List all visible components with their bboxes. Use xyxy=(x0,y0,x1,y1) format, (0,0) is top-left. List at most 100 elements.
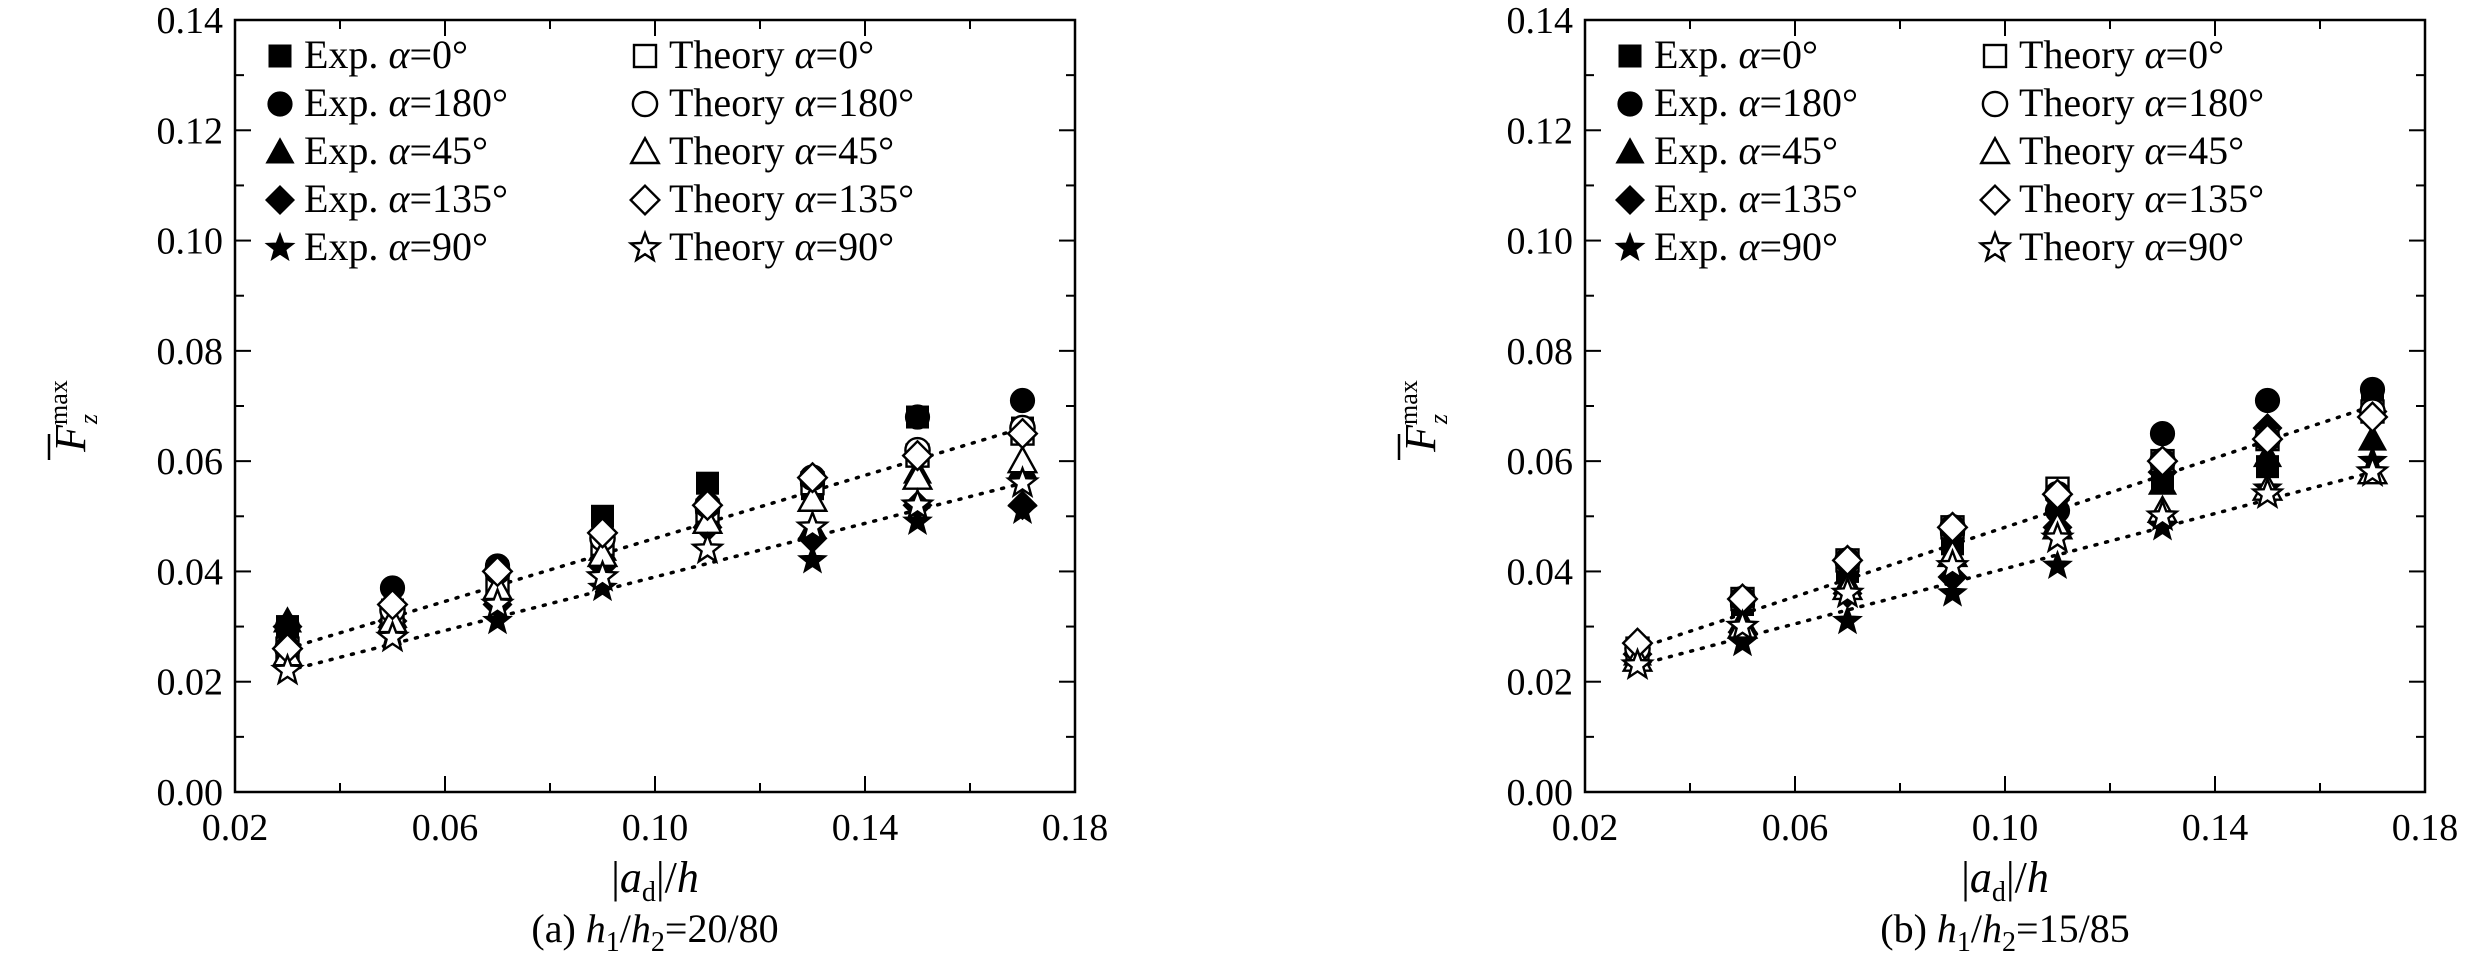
data-point xyxy=(2149,420,2176,447)
legend-label: Theory α=135° xyxy=(2019,176,2264,221)
legend-marker xyxy=(1617,91,1643,117)
panel-caption: (a) h1/h2=20/80 xyxy=(531,906,778,958)
chart-panel-a: 0.02 0.06 0.10 0.14 0.180.000.020.040.060.08… xyxy=(44,0,1108,958)
legend: Exp. α=0°Exp. α=180°Exp. α=45°Exp. α=135… xyxy=(1614,32,2265,269)
legend-marker xyxy=(1615,137,1645,164)
y-tick-label: 0.14 xyxy=(157,0,224,42)
x-tick-label: 0.06 xyxy=(1762,807,1829,849)
legend-label-suffix: =0° xyxy=(1759,32,1818,77)
panel-caption: (b) h1/h2=15/85 xyxy=(1880,906,2129,958)
data-point xyxy=(691,489,724,522)
legend-label-suffix: =45° xyxy=(816,128,895,173)
legend-label: Exp. α=45° xyxy=(304,128,488,173)
legend-label-suffix: =45° xyxy=(2166,128,2245,173)
legend-label-alpha: α xyxy=(2145,80,2167,125)
legend-label-suffix: =135° xyxy=(409,176,508,221)
trend-line xyxy=(1635,404,2375,651)
caption-sub2: 2 xyxy=(2002,927,2016,958)
data-point xyxy=(1936,511,1969,544)
x-axis-title-a: a xyxy=(620,853,642,902)
caption-h2: h xyxy=(1982,906,2002,951)
legend-label-alpha: α xyxy=(2145,128,2167,173)
legend-label-alpha: α xyxy=(795,80,817,125)
caption-sub2: 2 xyxy=(651,927,665,958)
legend-label: Theory α=135° xyxy=(669,176,914,221)
legend-label: Theory α=45° xyxy=(2019,128,2244,173)
y-tick-label: 0.12 xyxy=(1507,110,1574,152)
legend-label-suffix: =135° xyxy=(2166,176,2265,221)
y-tick-label: 0.10 xyxy=(1507,221,1574,263)
data-point xyxy=(1620,646,1655,680)
series-theory-diamond xyxy=(1621,401,2389,660)
data-point xyxy=(2356,401,2389,434)
data-point xyxy=(270,652,305,686)
x-axis-title-bar: | xyxy=(1961,853,1970,902)
legend-label-prefix: Exp. xyxy=(304,128,388,173)
data-point xyxy=(2355,453,2390,487)
legend-label-suffix: =90° xyxy=(409,224,488,269)
y-tick-label: 0.10 xyxy=(157,221,224,263)
caption-sub1: 1 xyxy=(606,927,620,958)
data-point xyxy=(2042,549,2073,580)
legend-label-alpha: α xyxy=(795,32,817,77)
legend-label-alpha: α xyxy=(388,128,410,173)
legend-label: Theory α=90° xyxy=(669,224,894,269)
y-tick-label: 0.06 xyxy=(1507,441,1574,483)
y-axis-title: Fmaxz xyxy=(1394,380,1453,460)
y-tick-label: 0.04 xyxy=(157,551,224,593)
legend-label: Exp. α=90° xyxy=(304,224,488,269)
x-axis-title-bar-slash: |/ xyxy=(656,853,678,902)
series-theory-diamond xyxy=(271,417,1039,665)
legend-marker xyxy=(629,135,661,165)
legend-label-suffix: =180° xyxy=(2166,80,2265,125)
legend-marker xyxy=(264,184,296,216)
data-point xyxy=(482,604,513,635)
y-axis-title: Fmaxz xyxy=(44,380,103,460)
legend-label-suffix: =0° xyxy=(2166,32,2225,77)
data-point xyxy=(1005,465,1040,498)
x-tick-label: 0.14 xyxy=(832,807,899,849)
y-axis-title-f: F xyxy=(46,424,95,453)
y-axis-title-sub: z xyxy=(1424,414,1453,425)
y-tick-label: 0.00 xyxy=(157,772,224,814)
data-point xyxy=(481,555,514,588)
x-tick-label: 0.10 xyxy=(622,807,689,849)
legend-marker xyxy=(267,91,293,117)
legend-label-alpha: α xyxy=(795,176,817,221)
legend-label-prefix: Exp. xyxy=(304,224,388,269)
legend-marker xyxy=(1979,135,2011,165)
data-point xyxy=(585,558,620,592)
legend-label-prefix: Theory xyxy=(2019,32,2145,77)
data-point xyxy=(587,571,618,602)
legend-label-alpha: α xyxy=(1738,80,1760,125)
legend-label-suffix: =135° xyxy=(1759,176,1858,221)
legend-marker xyxy=(268,44,292,68)
caption-ratio: =15/85 xyxy=(2016,906,2130,951)
legend-marker xyxy=(1618,44,1642,68)
legend-label: Exp. α=0° xyxy=(1654,32,1818,77)
legend-label-alpha: α xyxy=(1738,128,1760,173)
legend-label-prefix: Theory xyxy=(2019,80,2145,125)
caption-h1: h xyxy=(1937,906,1957,951)
x-axis-title-h: h xyxy=(677,853,699,902)
legend-label: Theory α=90° xyxy=(2019,224,2244,269)
data-point xyxy=(690,531,725,565)
legend-label: Exp. α=135° xyxy=(1654,176,1858,221)
legend: Exp. α=0°Exp. α=180°Exp. α=45°Exp. α=135… xyxy=(264,32,914,269)
data-point xyxy=(1937,577,1968,607)
data-point xyxy=(2251,423,2284,456)
y-tick-label: 0.04 xyxy=(1507,551,1574,593)
legend-label-alpha: α xyxy=(388,176,410,221)
legend-label-alpha: α xyxy=(388,224,410,269)
y-axis-title-text: Fmaxz xyxy=(1394,380,1453,453)
x-axis-title: |ad|/h xyxy=(1961,853,2049,908)
legend-label: Exp. α=135° xyxy=(304,176,508,221)
legend-label-alpha: α xyxy=(795,224,817,269)
legend-label-alpha: α xyxy=(388,80,410,125)
data-point xyxy=(2041,478,2074,511)
legend-marker xyxy=(1981,90,2009,118)
legend-label-prefix: Exp. xyxy=(1654,224,1738,269)
legend-label-prefix: Theory xyxy=(2019,176,2145,221)
caption-prefix: (b) xyxy=(1880,906,1937,951)
